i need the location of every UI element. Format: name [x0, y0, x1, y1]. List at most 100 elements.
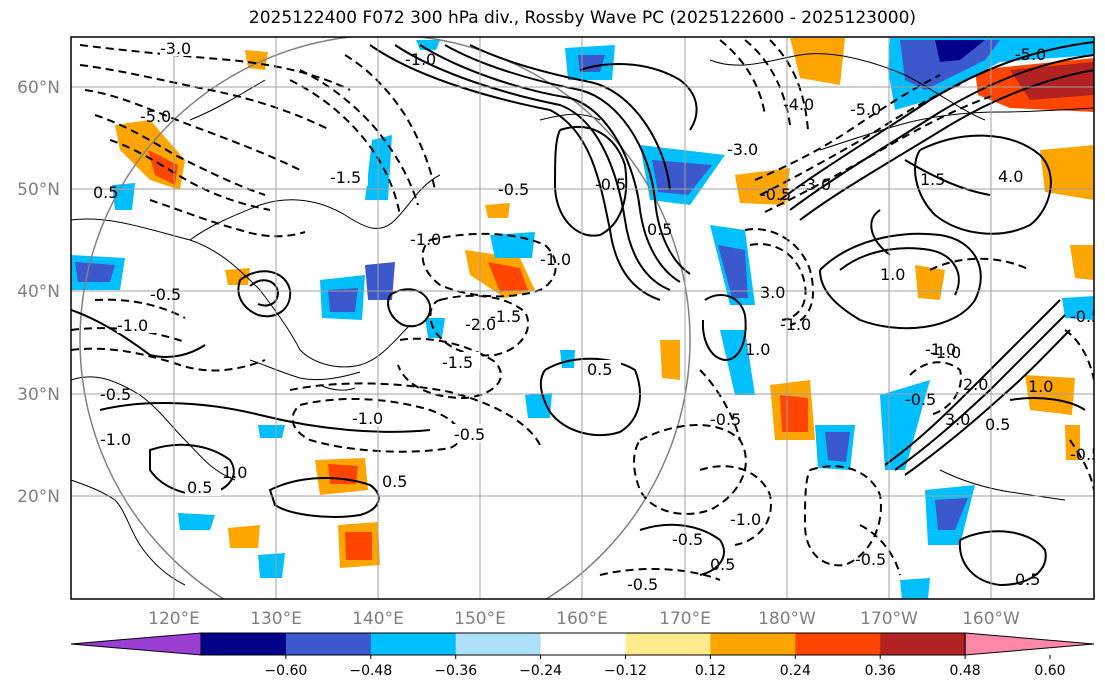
colorbar-segment: [880, 633, 966, 655]
contour-label: -0.5: [1070, 445, 1101, 464]
colorbar-segment: [201, 633, 287, 655]
contour-label: 0.5: [187, 478, 212, 497]
colorbar-segment: [540, 633, 626, 655]
colorbar-segment: [370, 633, 457, 655]
shade-negative: [880, 380, 930, 470]
shade-positive: [660, 340, 680, 380]
contour-label: -1.0: [405, 50, 436, 69]
shade-negative: [900, 40, 1000, 90]
contour-label: 0.5: [647, 220, 672, 239]
contour-label: -3.0: [727, 140, 758, 159]
contour-label: -0.5: [710, 410, 741, 429]
colorbar-tick-label: −0.48: [349, 663, 392, 679]
contour-label: 1.0: [1028, 377, 1053, 396]
contour-label: 0.5: [985, 415, 1010, 434]
lat-label: 30°N: [17, 385, 60, 405]
shade-positive: [485, 203, 510, 218]
lat-label: 60°N: [17, 78, 60, 98]
contour-label: -0.5: [1070, 307, 1101, 326]
lon-label: 170°W: [860, 609, 918, 629]
contour-label: -0.5: [595, 175, 626, 194]
contour-label: 1.0: [222, 463, 247, 482]
contour-label: -0.5: [905, 390, 936, 409]
colorbar-extend-low: [70, 632, 202, 656]
contour-label: 2.0: [963, 375, 988, 394]
contour-label: -0.5: [150, 285, 181, 304]
contour-label: -2.0: [465, 315, 496, 334]
contour-label: 1.0: [880, 265, 905, 284]
contour-label: -4.0: [783, 95, 814, 114]
contour-labels: -3.0 -5.0 -5.0 -1.0 -1.5 -1.5 -1.0 -1.0 …: [93, 38, 1101, 594]
shade-negative: [258, 553, 285, 578]
colorbar-segment: [285, 633, 372, 655]
contour-label: -1.0: [540, 250, 571, 269]
colorbar-segment: [795, 633, 881, 655]
shade-negative: [825, 432, 850, 462]
shade-positive: [1040, 145, 1094, 200]
colorbar-ticks: −0.60 −0.48 −0.36 −0.24 −0.12 0.12 0.24 0.36 0.4…: [264, 655, 1066, 679]
colorbar-tick-label: −0.12: [604, 663, 647, 679]
contour-label: -3.0: [160, 39, 191, 58]
colorbar-segment: [455, 633, 542, 655]
contour-label: -1.0: [100, 430, 131, 449]
contour-label: 0.5: [587, 360, 612, 379]
colorbar-tick-label: −0.24: [519, 663, 562, 679]
contour-label: -0.5: [454, 425, 485, 444]
contour-label: 3.0: [760, 283, 785, 302]
shade-positive: [1025, 375, 1075, 415]
contour-label: -5.0: [850, 100, 881, 119]
latitude-labels: 60°N 50°N 40°N 30°N 20°N: [17, 78, 60, 507]
colorbar-segment: [710, 633, 796, 655]
contour-label: -0.5: [627, 575, 658, 594]
shade-negative: [935, 498, 968, 530]
shade-positive: [915, 265, 945, 300]
lat-label: 50°N: [17, 180, 60, 200]
colorbar: [70, 632, 1095, 656]
contour-label: -1.5: [442, 353, 473, 372]
colorbar-segment: [625, 633, 711, 655]
shade-negative: [258, 425, 285, 438]
shade-positive: [225, 268, 250, 285]
shade-negative: [935, 40, 985, 62]
shade-positive: [345, 532, 372, 560]
radius-circle: [79, 37, 691, 599]
colorbar-extend-high: [964, 632, 1095, 656]
shade-positive: [1010, 62, 1094, 100]
colorbar-tick-label: −0.36: [434, 663, 477, 679]
shade-negative: [75, 262, 115, 282]
divergence-shading: [71, 38, 1094, 599]
shade-positive: [228, 525, 260, 548]
contour-label: 0.5: [93, 183, 118, 202]
map-frame: [70, 36, 1095, 600]
colorbar-tick-label: 0.48: [950, 663, 981, 679]
contour-label: 0.5: [1015, 570, 1040, 589]
contour-label: -0.5: [672, 530, 703, 549]
contour-label: 3.0: [945, 410, 970, 429]
map-title: 2025122400 F072 300 hPa div., Rossby Wav…: [248, 8, 917, 28]
contour-label: -1.0: [780, 315, 811, 334]
lon-label: 160°E: [556, 609, 608, 629]
contour-label: -1.0: [925, 340, 956, 359]
lon-label: 180°W: [758, 609, 816, 629]
shade-positive: [735, 168, 790, 205]
shade-positive: [488, 262, 528, 292]
contour-label: 1.5: [920, 170, 945, 189]
lon-label: 160°W: [962, 609, 1020, 629]
lon-label: 120°E: [148, 609, 200, 629]
shade-negative: [900, 578, 930, 599]
colorbar-tick-label: 0.60: [1034, 663, 1065, 679]
contour-label: -0.5: [855, 550, 886, 569]
contour-label: 1.0: [745, 340, 770, 359]
contour-label: -1.0: [730, 510, 761, 529]
contour-label: 0.5: [382, 472, 407, 491]
contour-label: -5.0: [140, 107, 171, 126]
lon-label: 170°E: [659, 609, 711, 629]
lon-label: 130°E: [250, 609, 302, 629]
shade-negative: [560, 350, 575, 368]
shade-negative: [525, 393, 552, 418]
contour-label: -1.5: [330, 168, 361, 187]
lat-label: 20°N: [17, 487, 60, 507]
contour-label: -1.0: [352, 409, 383, 428]
contour-label: -1.0: [410, 230, 441, 249]
